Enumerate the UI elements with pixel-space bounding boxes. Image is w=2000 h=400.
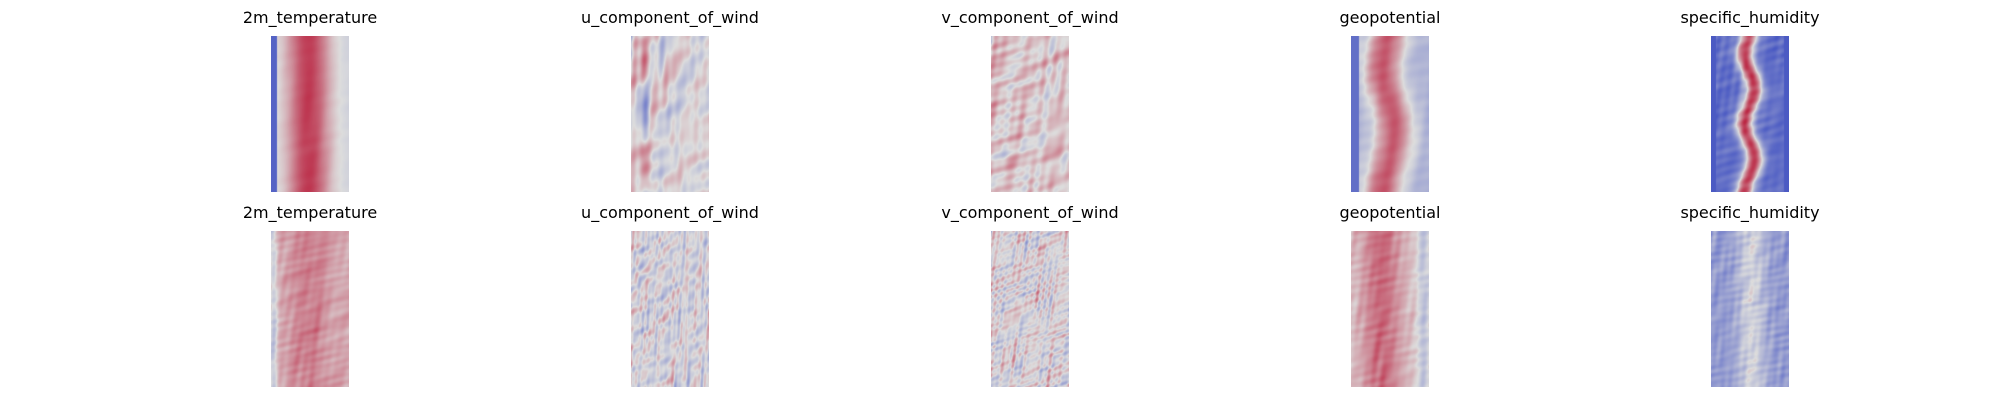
panel-r1-c5: specific_humidity	[1650, 8, 1850, 198]
panel-r1-c1: 2m_temperature	[210, 8, 410, 198]
heatmap-image	[1711, 36, 1789, 192]
heatmap-image	[271, 36, 349, 192]
panel-r1-c3: v_component_of_wind	[930, 8, 1130, 198]
panel-r2-c5: specific_humidity	[1650, 203, 1850, 393]
heatmap-image	[1351, 231, 1429, 387]
heatmap-image	[271, 231, 349, 387]
panel-r1-c4: geopotential	[1290, 8, 1490, 198]
panel-r2-c2: u_component_of_wind	[570, 203, 770, 393]
panel-title: specific_humidity	[1680, 8, 1820, 27]
panel-title: 2m_temperature	[242, 203, 378, 222]
heatmap-image	[631, 36, 709, 192]
panel-r2-c4: geopotential	[1290, 203, 1490, 393]
panel-title: 2m_temperature	[242, 8, 378, 27]
panel-title: v_component_of_wind	[941, 203, 1119, 222]
panel-r1-c2: u_component_of_wind	[570, 8, 770, 198]
heatmap-image	[631, 231, 709, 387]
panel-title: u_component_of_wind	[581, 203, 759, 222]
heatmap-image	[991, 36, 1069, 192]
panel-r2-c1: 2m_temperature	[210, 203, 410, 393]
panel-title: u_component_of_wind	[581, 8, 759, 27]
panel-title: geopotential	[1339, 203, 1441, 222]
panel-r2-c3: v_component_of_wind	[930, 203, 1130, 393]
heatmap-image	[1351, 36, 1429, 192]
heatmap-image	[1711, 231, 1789, 387]
panel-title: specific_humidity	[1680, 203, 1820, 222]
panel-title: geopotential	[1339, 8, 1441, 27]
heatmap-image	[991, 231, 1069, 387]
panel-title: v_component_of_wind	[941, 8, 1119, 27]
